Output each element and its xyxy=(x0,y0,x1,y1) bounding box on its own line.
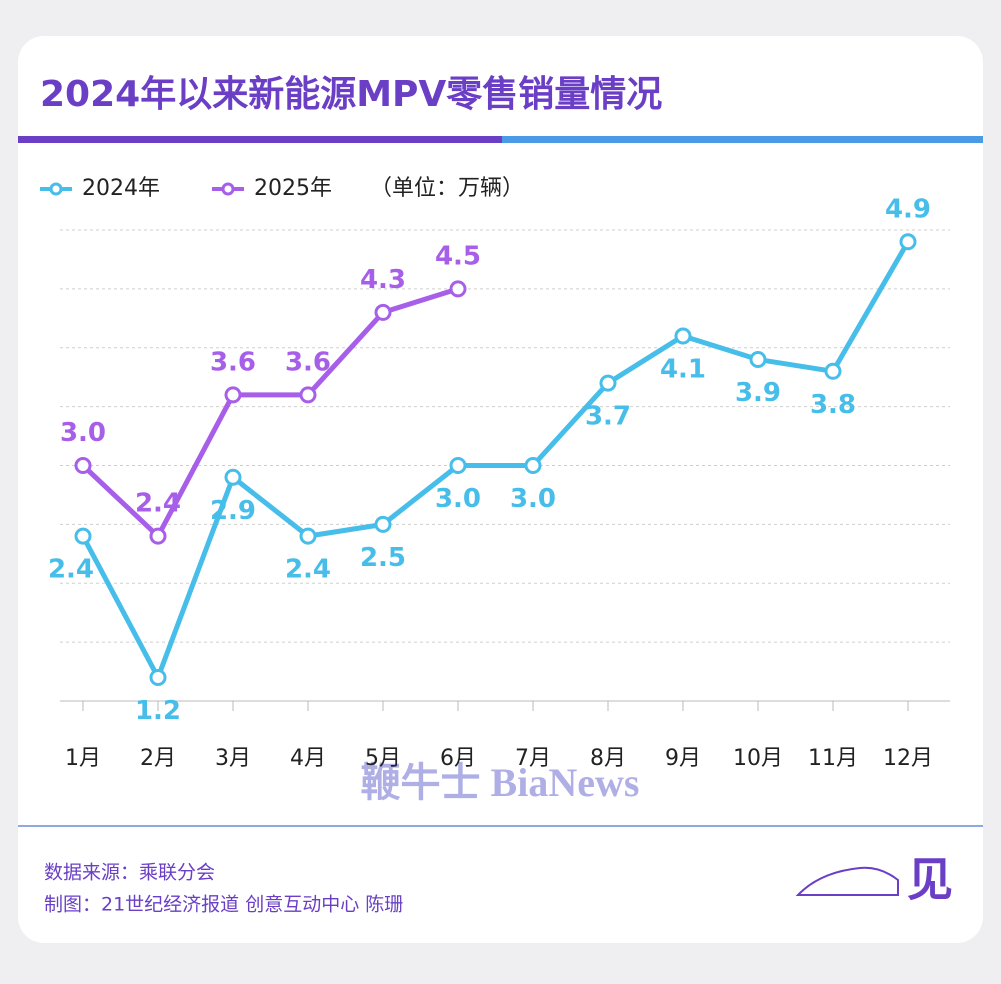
data-point xyxy=(599,374,617,392)
x-tick-label: 9月 xyxy=(665,746,701,771)
data-label: 4.1 xyxy=(660,354,706,384)
data-point xyxy=(449,280,467,298)
x-tick-label: 8月 xyxy=(590,746,626,771)
data-label: 2.5 xyxy=(360,543,406,573)
x-tick-label: 5月 xyxy=(365,746,401,771)
unit-label: （单位：万辆） xyxy=(370,176,524,201)
data-label: 3.7 xyxy=(585,402,631,432)
legend-label: 2025年 xyxy=(254,176,332,201)
data-label: 4.5 xyxy=(435,241,481,271)
legend-marker xyxy=(221,182,235,196)
data-point xyxy=(674,327,692,345)
x-tick-label: 7月 xyxy=(515,746,551,771)
card xyxy=(18,36,983,943)
data-point xyxy=(374,515,392,533)
data-point xyxy=(74,527,92,545)
watermark: 鞭牛士 BiaNews xyxy=(361,760,640,805)
data-label: 2.9 xyxy=(210,496,256,526)
x-tick-label: 1月 xyxy=(65,746,101,771)
title-bar-left xyxy=(18,136,502,143)
x-tick-label: 6月 xyxy=(440,746,476,771)
data-label: 3.8 xyxy=(810,390,856,420)
x-tick-label: 3月 xyxy=(215,746,251,771)
data-label: 3.0 xyxy=(435,484,481,514)
data-label: 4.9 xyxy=(885,194,931,224)
x-tick-label: 12月 xyxy=(883,746,933,771)
x-tick-label: 11月 xyxy=(808,746,858,771)
x-tick-label: 4月 xyxy=(290,746,326,771)
data-label: 3.0 xyxy=(510,484,556,514)
data-point xyxy=(899,233,917,251)
data-label: 2.4 xyxy=(48,555,94,585)
legend-label: 2024年 xyxy=(82,176,160,201)
data-point xyxy=(224,468,242,486)
x-tick-label: 10月 xyxy=(733,746,783,771)
data-label: 3.6 xyxy=(285,347,331,377)
logo: 见 xyxy=(907,855,953,906)
x-tick-label: 2月 xyxy=(140,746,176,771)
series-line xyxy=(81,286,459,539)
data-label: 4.3 xyxy=(360,265,406,295)
data-point xyxy=(74,457,92,474)
car-icon xyxy=(795,866,899,896)
data-point xyxy=(524,457,542,474)
source: 数据来源：乘联分会 xyxy=(44,862,215,884)
data-point xyxy=(224,386,242,404)
data-point xyxy=(149,668,167,686)
data-label: 3.9 xyxy=(735,378,781,408)
credit: 制图：21世纪经济报道 创意互动中心 陈珊 xyxy=(44,894,403,916)
legend-marker xyxy=(49,182,63,196)
data-label: 2.4 xyxy=(285,555,331,585)
data-label: 2.4 xyxy=(135,489,181,519)
title-bar-right xyxy=(502,136,983,143)
data-point xyxy=(824,362,842,380)
data-point xyxy=(749,351,767,369)
series-line xyxy=(80,240,911,680)
data-point xyxy=(299,386,317,404)
data-point xyxy=(149,527,167,545)
data-label: 3.0 xyxy=(60,418,106,448)
data-label: 3.6 xyxy=(210,347,256,377)
data-point xyxy=(299,527,317,545)
data-point xyxy=(449,457,467,474)
chart-title: 2024年以来新能源MPV零售销量情况 xyxy=(40,74,662,115)
data-label: 1.2 xyxy=(135,696,181,726)
data-point xyxy=(374,303,392,321)
